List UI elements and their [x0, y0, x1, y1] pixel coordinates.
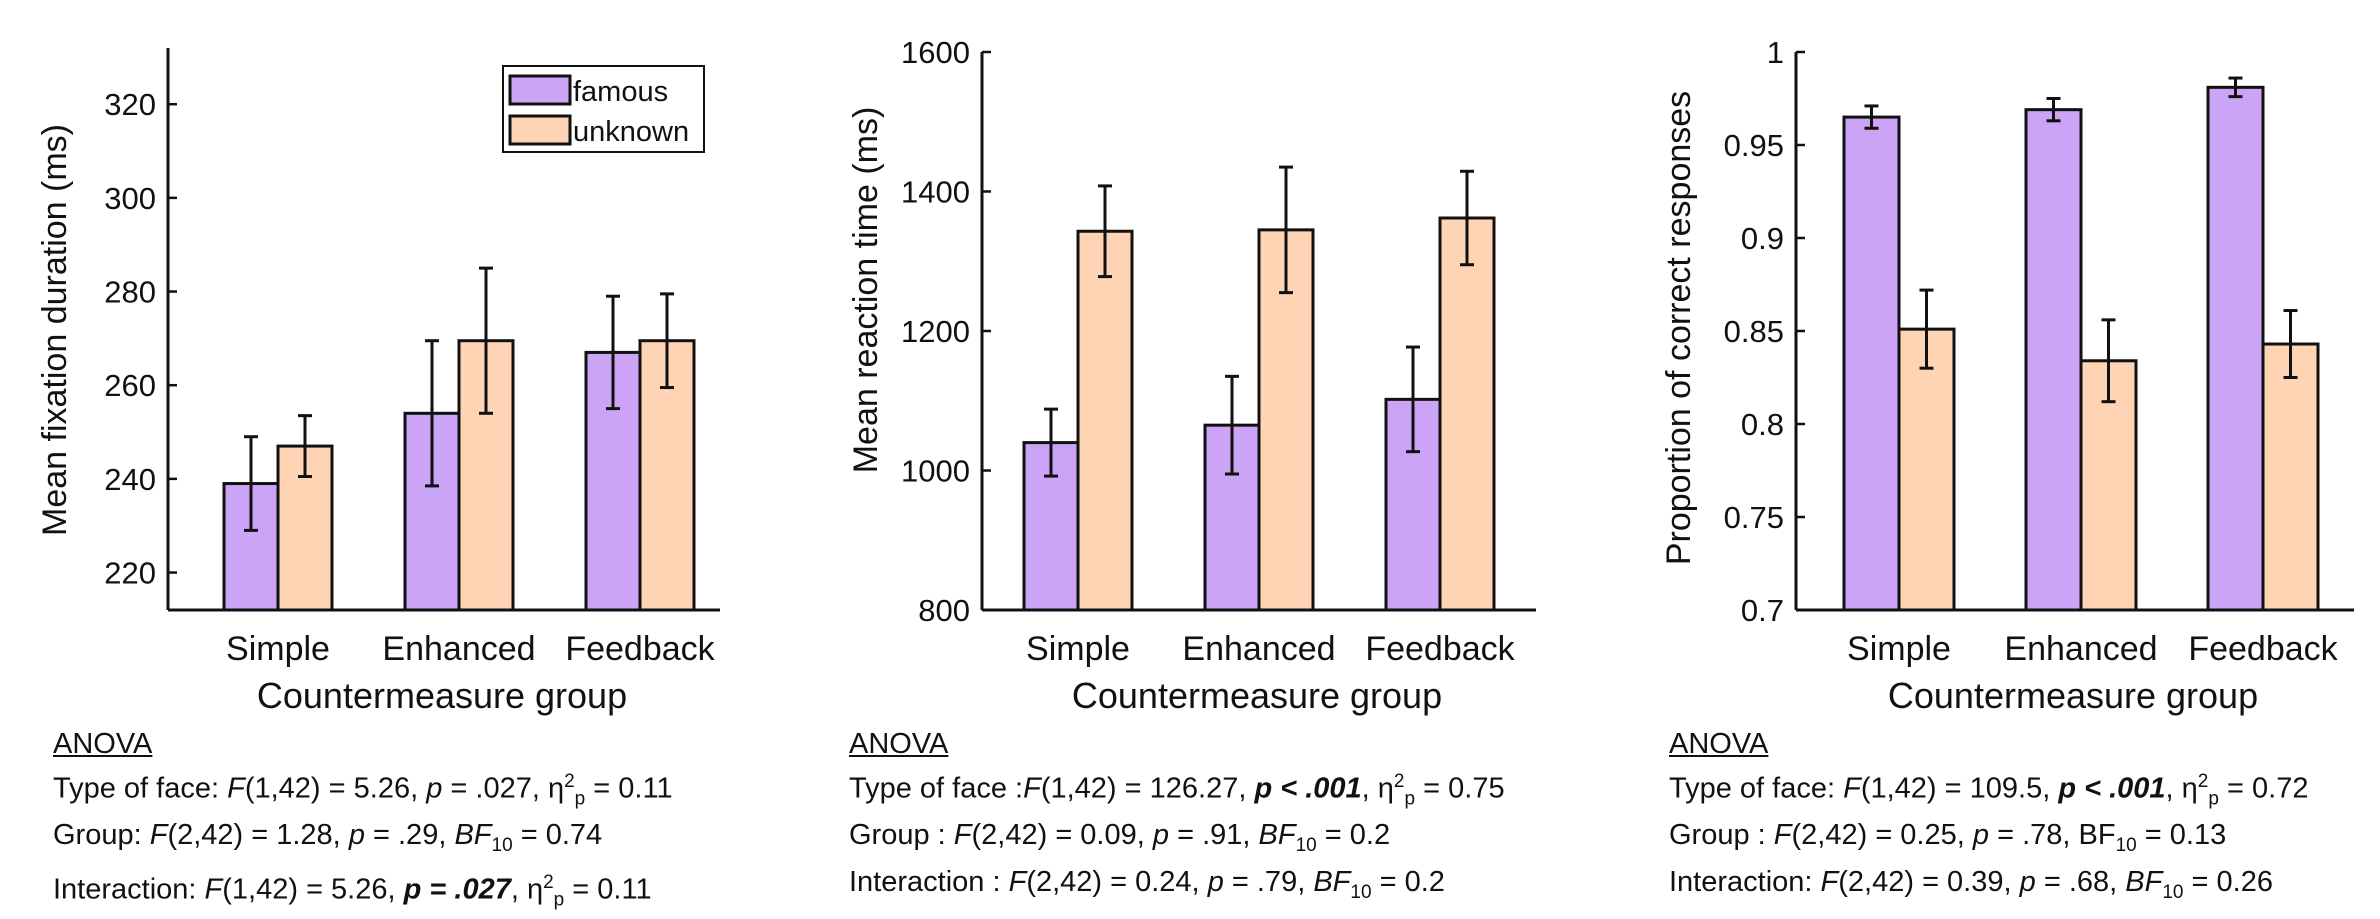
- bar-famous-simple: [1842, 115, 1901, 612]
- y-tick-label: 0.8: [1741, 407, 1784, 442]
- anova-line-type-of-face: Type of face: F(1,42) = 109.5, p < .001,…: [1669, 771, 2309, 810]
- y-tick-label: 300: [104, 181, 156, 216]
- error-bar-unknown-enhanced: [2101, 318, 2116, 404]
- legend-label-unknown: unknown: [573, 116, 689, 148]
- y-tick-label: 1: [1767, 35, 1784, 70]
- error-bar-famous-feedback: [2228, 76, 2243, 99]
- y-tick-label: 0.9: [1741, 221, 1784, 256]
- y-axis-title: Mean fixation duration (ms): [36, 124, 74, 536]
- figure-canvas: Simple Enhanced Feedback 220 240 260 280 300 320…: [36, 35, 2354, 716]
- chart-panel-3: Simple Enhanced Feedback 0.7 0.75 0.8 0.85 0.9 0…: [1660, 35, 2354, 716]
- anova-line-interaction: Interaction: F(1,42) = 5.26, p = .027, η…: [53, 872, 652, 911]
- error-bar-famous-enhanced: [425, 339, 439, 488]
- y-tick-label: 260: [104, 368, 156, 403]
- y-tick-label: 0.95: [1724, 128, 1784, 163]
- x-tick-label-simple: Simple: [1847, 630, 1951, 668]
- y-tick-label: 800: [918, 593, 970, 628]
- error-bar-famous-simple: [1864, 104, 1879, 130]
- error-bar-unknown-simple: [1098, 184, 1112, 279]
- error-bar-famous-feedback: [606, 294, 620, 411]
- error-bar-famous-enhanced: [1225, 374, 1239, 476]
- x-tick-label-enhanced: Enhanced: [382, 630, 535, 668]
- bar-unknown-feedback: [2261, 342, 2320, 612]
- error-bar-famous-enhanced: [2046, 97, 2061, 123]
- y-tick-label: 280: [104, 275, 156, 310]
- error-bar-famous-feedback: [1406, 345, 1420, 454]
- error-bar-unknown-feedback: [1460, 169, 1474, 267]
- chart-panel-1: Simple Enhanced Feedback 220 240 260 280 300 320…: [36, 48, 720, 716]
- error-bar-unknown-enhanced: [1279, 165, 1293, 295]
- anova-heading: ANOVA: [1669, 728, 1769, 760]
- legend-label-famous: famous: [573, 76, 668, 108]
- bar-unknown-simple: [1076, 229, 1134, 612]
- y-axis-title: Mean reaction time (ms): [847, 107, 885, 474]
- chart-panel-2: Simple Enhanced Feedback 800 1000 1200 1400 160…: [847, 35, 1536, 716]
- error-bar-unknown-enhanced: [479, 266, 493, 415]
- y-tick-label: 1400: [901, 175, 970, 210]
- legend: famous unknown: [502, 65, 705, 153]
- x-tick-label-feedback: Feedback: [1365, 630, 1515, 668]
- y-tick-label: 320: [104, 87, 156, 122]
- bar-famous-feedback: [2206, 85, 2265, 612]
- x-tick-label-feedback: Feedback: [565, 630, 715, 668]
- anova-line-type-of-face: Type of face: F(1,42) = 5.26, p = .027, …: [53, 771, 673, 810]
- anova-line-group: Group: F(2,42) = 1.28, p = .29, BF10 = 0…: [53, 819, 603, 857]
- anova-block-reaction-time: ANOVA Type of face :F(1,42) = 126.27, p …: [849, 726, 1505, 911]
- anova-block-accuracy: ANOVA Type of face: F(1,42) = 109.5, p <…: [1669, 726, 2308, 911]
- anova-line-interaction: Interaction : F(2,42) = 0.24, p = .79, B…: [849, 866, 1445, 904]
- x-tick-label-enhanced: Enhanced: [2004, 630, 2157, 668]
- y-tick-label: 1000: [901, 454, 970, 489]
- anova-line-group: Group : F(2,42) = 0.09, p = .91, BF10 = …: [849, 819, 1391, 857]
- x-tick-label-enhanced: Enhanced: [1182, 630, 1335, 668]
- bar-famous-enhanced: [2024, 108, 2083, 612]
- anova-block-fixation: ANOVA Type of face: F(1,42) = 5.26, p = …: [53, 726, 673, 919]
- error-bar-unknown-feedback: [660, 292, 674, 390]
- x-axis-title: Countermeasure group: [257, 675, 627, 716]
- error-bar-unknown-simple: [298, 414, 312, 479]
- y-tick-label: 220: [104, 556, 156, 591]
- anova-line-group: Group : F(2,42) = 0.25, p = .78, BF10 = …: [1669, 819, 2227, 857]
- error-bar-unknown-feedback: [2283, 309, 2298, 379]
- anova-line-type-of-face: Type of face :F(1,42) = 126.27, p < .001…: [849, 771, 1505, 810]
- y-tick-label: 0.85: [1724, 314, 1784, 349]
- error-bar-unknown-simple: [1919, 288, 1934, 370]
- anova-heading: ANOVA: [849, 728, 949, 760]
- anova-heading: ANOVA: [53, 728, 153, 760]
- x-axis-title: Countermeasure group: [1072, 675, 1442, 716]
- bar-unknown-feedback: [1438, 216, 1496, 612]
- x-tick-label-simple: Simple: [226, 630, 330, 668]
- y-tick-label: 0.75: [1724, 500, 1784, 535]
- error-bar-famous-simple: [1044, 407, 1058, 478]
- y-axis-title: Proportion of correct responses: [1660, 91, 1698, 565]
- x-axis-title: Countermeasure group: [1888, 675, 2258, 716]
- error-bar-famous-simple: [244, 435, 258, 532]
- y-tick-label: 1200: [901, 314, 970, 349]
- x-tick-label-simple: Simple: [1026, 630, 1130, 668]
- y-tick-label: 0.7: [1741, 593, 1784, 628]
- bar-unknown-simple: [1897, 327, 1956, 612]
- x-tick-label-feedback: Feedback: [2188, 630, 2338, 668]
- anova-line-interaction: Interaction: F(2,42) = 0.39, p = .68, BF…: [1669, 866, 2273, 904]
- y-tick-label: 240: [104, 462, 156, 497]
- y-tick-label: 1600: [901, 35, 970, 70]
- legend-swatch-unknown: [508, 114, 572, 146]
- legend-swatch-famous: [508, 74, 572, 106]
